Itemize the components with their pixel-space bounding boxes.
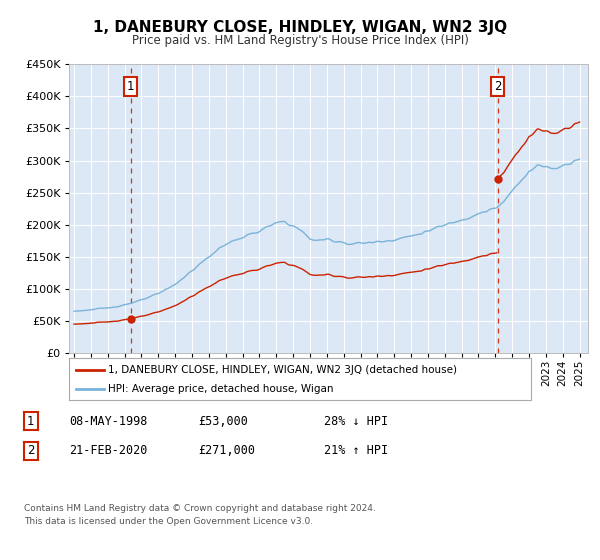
Text: 2: 2 (494, 80, 501, 94)
Text: 21-FEB-2020: 21-FEB-2020 (69, 444, 148, 458)
Text: 21% ↑ HPI: 21% ↑ HPI (324, 444, 388, 458)
Text: 1, DANEBURY CLOSE, HINDLEY, WIGAN, WN2 3JQ (detached house): 1, DANEBURY CLOSE, HINDLEY, WIGAN, WN2 3… (108, 365, 457, 375)
Text: £53,000: £53,000 (198, 414, 248, 428)
Text: 2: 2 (27, 444, 35, 458)
Text: HPI: Average price, detached house, Wigan: HPI: Average price, detached house, Wiga… (108, 384, 334, 394)
Text: Price paid vs. HM Land Registry's House Price Index (HPI): Price paid vs. HM Land Registry's House … (131, 34, 469, 46)
Text: 1, DANEBURY CLOSE, HINDLEY, WIGAN, WN2 3JQ: 1, DANEBURY CLOSE, HINDLEY, WIGAN, WN2 3… (93, 20, 507, 35)
Text: £271,000: £271,000 (198, 444, 255, 458)
Text: This data is licensed under the Open Government Licence v3.0.: This data is licensed under the Open Gov… (24, 517, 313, 526)
Text: 1: 1 (27, 414, 35, 428)
Text: 1: 1 (127, 80, 134, 94)
Text: 08-MAY-1998: 08-MAY-1998 (69, 414, 148, 428)
Text: 28% ↓ HPI: 28% ↓ HPI (324, 414, 388, 428)
Text: Contains HM Land Registry data © Crown copyright and database right 2024.: Contains HM Land Registry data © Crown c… (24, 504, 376, 513)
